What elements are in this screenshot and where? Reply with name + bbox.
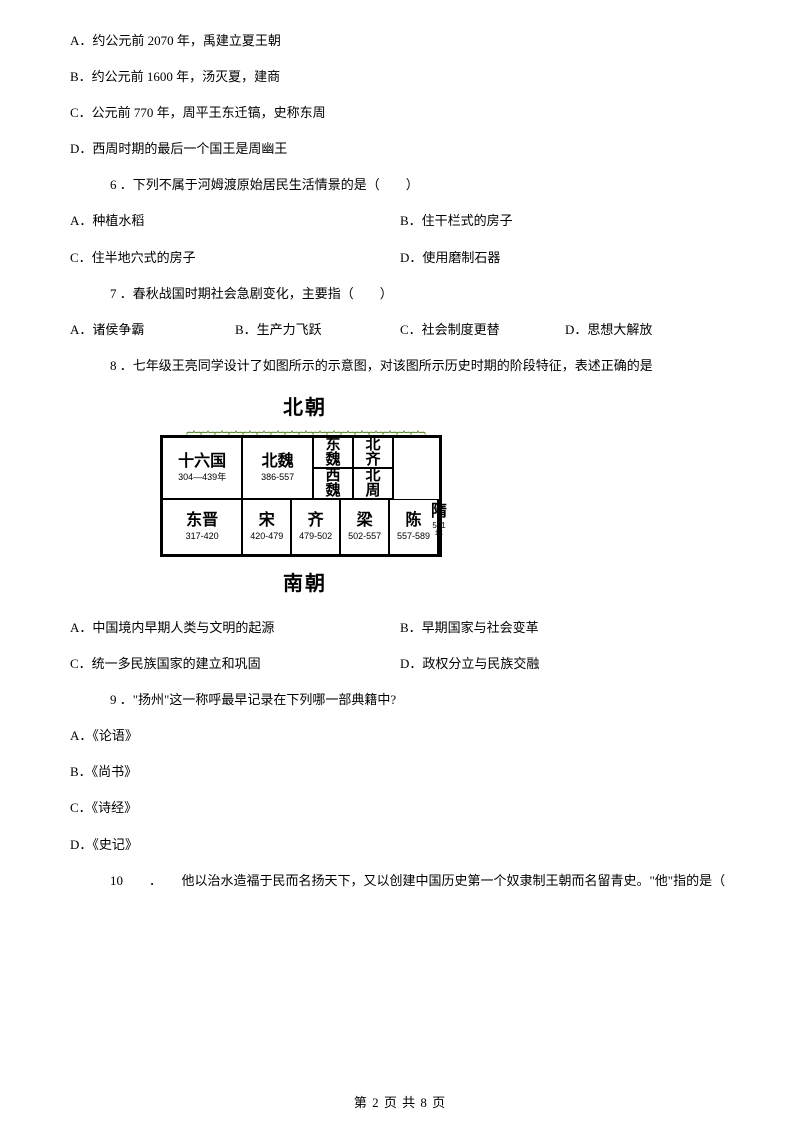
q6-option-a: A．种植水稻 (70, 210, 400, 232)
q8-option-b: B．早期国家与社会变革 (400, 617, 730, 639)
q9-option-c: C．《诗经》 (70, 797, 730, 819)
q9-option-b: B．《尚书》 (70, 761, 730, 783)
question-8: 8 ．七年级王亮同学设计了如图所示的示意图，对该图所示历史时期的阶段特征，表述正… (70, 355, 730, 377)
q5-option-b: B．约公元前 1600 年，汤灭夏，建商 (70, 66, 730, 88)
question-7: 7 ．春秋战国时期社会急剧变化，主要指（ ） (70, 283, 730, 305)
question-10: 10 ． 他以治水造福于民而名扬天下，又以创建中国历史第一个奴隶制王朝而名留青史… (70, 870, 730, 892)
q6-option-c: C．住半地穴式的房子 (70, 247, 400, 269)
q7-option-b: B．生产力飞跃 (235, 319, 400, 341)
brace-bottom: ︸︸︸︸︸︸︸︸︸︸︸︸︸︸︸︸︸ (160, 557, 450, 567)
question-6: 6 ．下列不属于河姆渡原始居民生活情景的是（ ） (70, 174, 730, 196)
q6-option-b: B．住干栏式的房子 (400, 210, 730, 232)
q8-option-c: C．统一多民族国家的建立和巩固 (70, 653, 400, 675)
brace-top: ︷︷︷︷︷︷︷︷︷︷︷︷︷︷︷︷︷ (160, 425, 450, 435)
q7-option-a: A．诸侯争霸 (70, 319, 235, 341)
q9-option-d: D．《史记》 (70, 834, 730, 856)
q6-options-row1: A．种植水稻 B．住干栏式的房子 (70, 210, 730, 232)
q6-options-row2: C．住半地穴式的房子 D．使用磨制石器 (70, 247, 730, 269)
q8-options-row1: A．中国境内早期人类与文明的起源 B．早期国家与社会变革 (70, 617, 730, 639)
dynasty-diagram: 北朝 ︷︷︷︷︷︷︷︷︷︷︷︷︷︷︷︷︷ 十六国304—439年北魏386-55… (160, 391, 730, 601)
q8-options-row2: C．统一多民族国家的建立和巩固 D．政权分立与民族交融 (70, 653, 730, 675)
q7-option-c: C．社会制度更替 (400, 319, 565, 341)
q8-option-d: D．政权分立与民族交融 (400, 653, 730, 675)
q9-option-a: A．《论语》 (70, 725, 730, 747)
q5-option-d: D．西周时期的最后一个国王是周幽王 (70, 138, 730, 160)
page-footer: 第 2 页 共 8 页 (0, 1092, 800, 1114)
q7-option-d: D．思想大解放 (565, 319, 730, 341)
q5-option-c: C．公元前 770 年，周平王东迁镐，史称东周 (70, 102, 730, 124)
question-9: 9 ．"扬州"这一称呼最早记录在下列哪一部典籍中? (70, 689, 730, 711)
q5-option-a: A．约公元前 2070 年，禹建立夏王朝 (70, 30, 730, 52)
diagram-label-south: 南朝 (160, 567, 450, 601)
diagram-label-north: 北朝 (160, 391, 450, 425)
q8-option-a: A．中国境内早期人类与文明的起源 (70, 617, 400, 639)
q7-options-row: A．诸侯争霸 B．生产力飞跃 C．社会制度更替 D．思想大解放 (70, 319, 730, 341)
q6-option-d: D．使用磨制石器 (400, 247, 730, 269)
